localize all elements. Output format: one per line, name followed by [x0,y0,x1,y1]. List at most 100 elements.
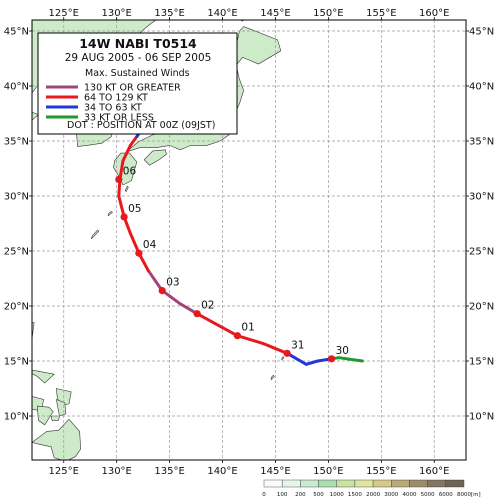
date-label-30: 30 [336,345,349,357]
position-dot-31 [283,349,291,357]
guam-land [270,374,275,381]
colorbar-label: 1000 [330,492,344,498]
lat-label-left: 10°N [4,412,29,423]
colorbar-cell [300,479,319,488]
date-label-06: 06 [123,166,137,178]
track-segment [128,135,139,147]
storm-period: 29 AUG 2005 - 06 SEP 2005 [65,52,212,64]
mindoro-land [15,378,27,392]
lat-label-right: 45°N [469,27,494,38]
lon-label-bottom: 140°E [207,466,237,477]
lat-label-right: 15°N [469,357,494,368]
colorbar-cell [354,479,374,488]
colorbar-label: 500 [313,492,324,498]
date-label-01: 01 [241,322,254,334]
lon-label-top: 135°E [154,8,184,19]
lon-label-bottom: 150°E [313,466,343,477]
lat-label-left: 45°N [4,27,29,38]
position-dot-05 [120,213,128,221]
lat-label-left: 15°N [4,357,29,368]
position-dot-02 [193,310,201,318]
shikoku-land [143,149,167,166]
lat-label-right: 35°N [469,137,494,148]
lat-label-left: 25°N [4,247,29,258]
track-segment [160,289,182,306]
saipan-land [281,356,285,361]
lat-label-left: 30°N [4,192,29,203]
colorbar-label: 5000 [421,492,435,498]
colorbar-cell [336,479,356,488]
colorbar-label: 3000 [384,492,398,498]
okinawa-land [91,229,100,240]
lon-label-top: 160°E [419,8,449,19]
colorbar-cell [318,479,337,488]
bohol-land [50,415,60,421]
plot-frame [31,19,467,461]
colorbar-label: 200 [295,492,306,498]
colorbar-cell [391,479,410,488]
legend-label-3: 34 TO 63 KT [84,103,142,114]
luzon-land [32,322,55,384]
track-segment [213,322,239,338]
lon-label-bottom: 125°E [49,466,79,477]
colorbar-label: 6000 [439,492,453,498]
track-segment [337,356,364,363]
track-segment [261,341,289,355]
negros-cebu-land [36,405,54,426]
lon-label-bottom: 130°E [101,466,131,477]
track-segment [121,143,132,163]
typhoon-track: 30 31 01 02 03 04 05 06 [115,127,364,366]
position-dot-30 [328,355,336,363]
lon-label-bottom: 160°E [419,466,449,477]
storm-title: 14W NABI T0514 [79,36,197,51]
winds-header: Max. Sustained Winds [85,68,190,79]
track-segment [304,359,320,366]
position-dot-03 [158,287,166,295]
lon-label-top: 145°E [260,8,290,19]
position-dot-01 [233,332,241,340]
lat-label-right: 25°N [469,247,494,258]
lat-label-right: 10°N [469,412,494,423]
position-dot-04 [135,249,143,257]
lon-label-bottom: 155°E [366,466,396,477]
axis-ticks: 125°E 125°E 130°E 130°E 135°E 135°E 140°E 140°E… [4,8,494,477]
lat-label-left: 40°N [4,82,29,93]
legend-label-4: 33 KT OR LESS [84,113,154,124]
track-segment [235,334,265,345]
colorbar-label: 0 [262,492,266,498]
lat-label-right: 40°N [469,82,494,93]
colorbar-cell [409,479,428,488]
lat-label-left: 20°N [4,302,29,313]
position-dot-06 [115,175,123,184]
lat-label-left: 35°N [4,137,29,148]
colorbar-label: 100 [277,492,288,498]
date-label-31: 31 [291,339,304,351]
colorbar-label: 4000 [402,492,416,498]
date-label-03: 03 [166,277,179,289]
lon-label-bottom: 145°E [260,466,290,477]
lon-label-top: 155°E [366,8,396,19]
mindanao-land [32,418,82,460]
elevation-colorbar: 0 100 200 500 1000 1500 2000 3000 4000 5000 6000 80… [262,479,471,498]
legend-label-1: 130 KT OR GREATER [84,83,181,94]
lon-label-bottom: 135°E [154,466,184,477]
lon-label-top: 150°E [313,8,343,19]
dot-note: DOT : POSITION AT 00Z (09JST) [67,120,215,131]
colorbar-cell [372,479,392,488]
track-segment [146,269,164,293]
colorbar-label: 2000 [366,492,380,498]
date-label-05: 05 [128,203,141,215]
amami-land [107,211,113,217]
track-segment [285,351,308,366]
colorbar-cell [445,479,465,488]
legend: 14W NABI T0514 29 AUG 2005 - 06 SEP 2005… [37,32,238,135]
colorbar-label: 1500 [348,492,362,498]
colorbar-cell [427,479,447,488]
lon-label-top: 125°E [49,8,79,19]
lon-label-top: 140°E [207,8,237,19]
legend-label-2: 64 TO 129 KT [84,93,148,104]
colorbar-cell [281,479,301,488]
colorbar-label: 8000 [457,492,471,498]
